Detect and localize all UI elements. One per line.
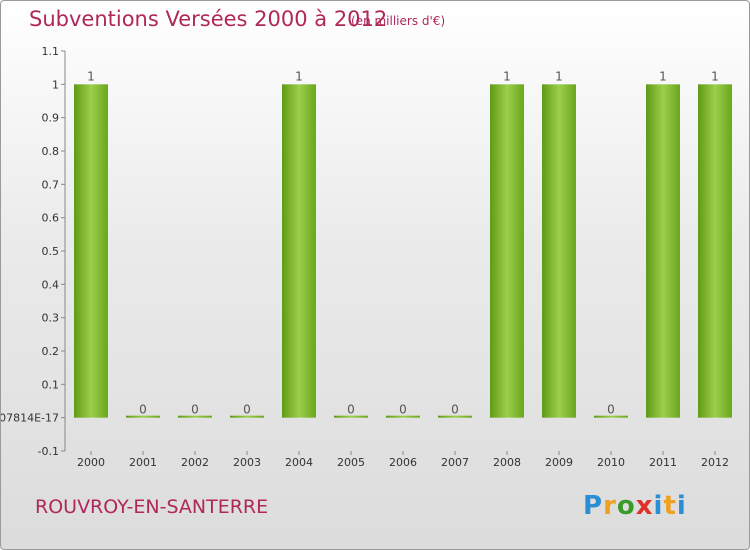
data-label: 1 — [711, 69, 719, 83]
y-tick-label: 0.3 — [42, 312, 60, 325]
x-tick-label: 2001 — [129, 456, 157, 469]
commune-name: ROUVROY-EN-SANTERRE — [35, 496, 269, 518]
bar-2010 — [594, 415, 628, 418]
bar-2006 — [386, 415, 420, 418]
data-label: 0 — [451, 403, 459, 417]
x-tick-label: 2004 — [285, 456, 313, 469]
bar-2005 — [334, 415, 368, 418]
chart-bars — [74, 84, 732, 418]
x-tick-label: 2008 — [493, 456, 521, 469]
bar-2000 — [74, 84, 108, 418]
y-tick-label: 0.5 — [42, 245, 60, 258]
y-tick-label: 0.8 — [42, 145, 60, 158]
chart-title: Subventions Versées 2000 à 2012 — [29, 7, 388, 31]
data-label: 1 — [555, 69, 563, 83]
y-tick-label: 0.6 — [42, 212, 60, 225]
bar-2011 — [646, 84, 680, 418]
x-tick-label: 2005 — [337, 456, 365, 469]
data-label: 1 — [659, 69, 667, 83]
x-tick-label: 2002 — [181, 456, 209, 469]
bar-2002 — [178, 415, 212, 418]
bar-2009 — [542, 84, 576, 418]
y-tick-label: 0.4 — [42, 278, 60, 291]
data-label: 0 — [399, 403, 407, 417]
data-label: 0 — [607, 403, 615, 417]
y-tick-label: 0.7 — [42, 178, 60, 191]
data-label: 0 — [191, 403, 199, 417]
data-label: 0 — [139, 403, 147, 417]
x-tick-label: 2011 — [649, 456, 677, 469]
x-tick-label: 2003 — [233, 456, 261, 469]
data-label: 0 — [347, 403, 355, 417]
x-tick-label: 2010 — [597, 456, 625, 469]
bar-2012 — [698, 84, 732, 418]
proxiti-logo: Proxiti — [583, 491, 687, 521]
x-tick-label: 2006 — [389, 456, 417, 469]
y-tick-label: 0.9 — [42, 112, 60, 125]
bar-2007 — [438, 415, 472, 418]
chart-subtitle: (en milliers d'€) — [351, 14, 446, 28]
data-label: 1 — [503, 69, 511, 83]
x-tick-label: 2012 — [701, 456, 729, 469]
y-tick-label: 1.3877787807814E-17 — [1, 412, 59, 425]
data-label: 1 — [87, 69, 95, 83]
data-label: 1 — [295, 69, 303, 83]
chart-axes: -0.1 1.3877787807814E-17 0.1 0.2 0.3 0.4 0.5 0.… — [1, 45, 716, 458]
x-tick-label: 2009 — [545, 456, 573, 469]
y-tick-label: -0.1 — [38, 445, 59, 458]
y-tick-label: 0.1 — [42, 378, 60, 391]
y-tick-label: 1 — [52, 78, 59, 91]
bar-2001 — [126, 415, 160, 418]
data-label: 0 — [243, 403, 251, 417]
x-tick-label: 2000 — [77, 456, 105, 469]
bar-2008 — [490, 84, 524, 418]
bar-2003 — [230, 415, 264, 418]
y-tick-label: 0.2 — [42, 345, 60, 358]
chart-labels: 2000 1 2001 0 2002 0 2003 0 2004 1 2005 0 2006 0 2007 0… — [77, 69, 729, 469]
y-tick-label: 1.1 — [42, 45, 60, 58]
x-tick-label: 2007 — [441, 456, 469, 469]
bar-2004 — [282, 84, 316, 418]
